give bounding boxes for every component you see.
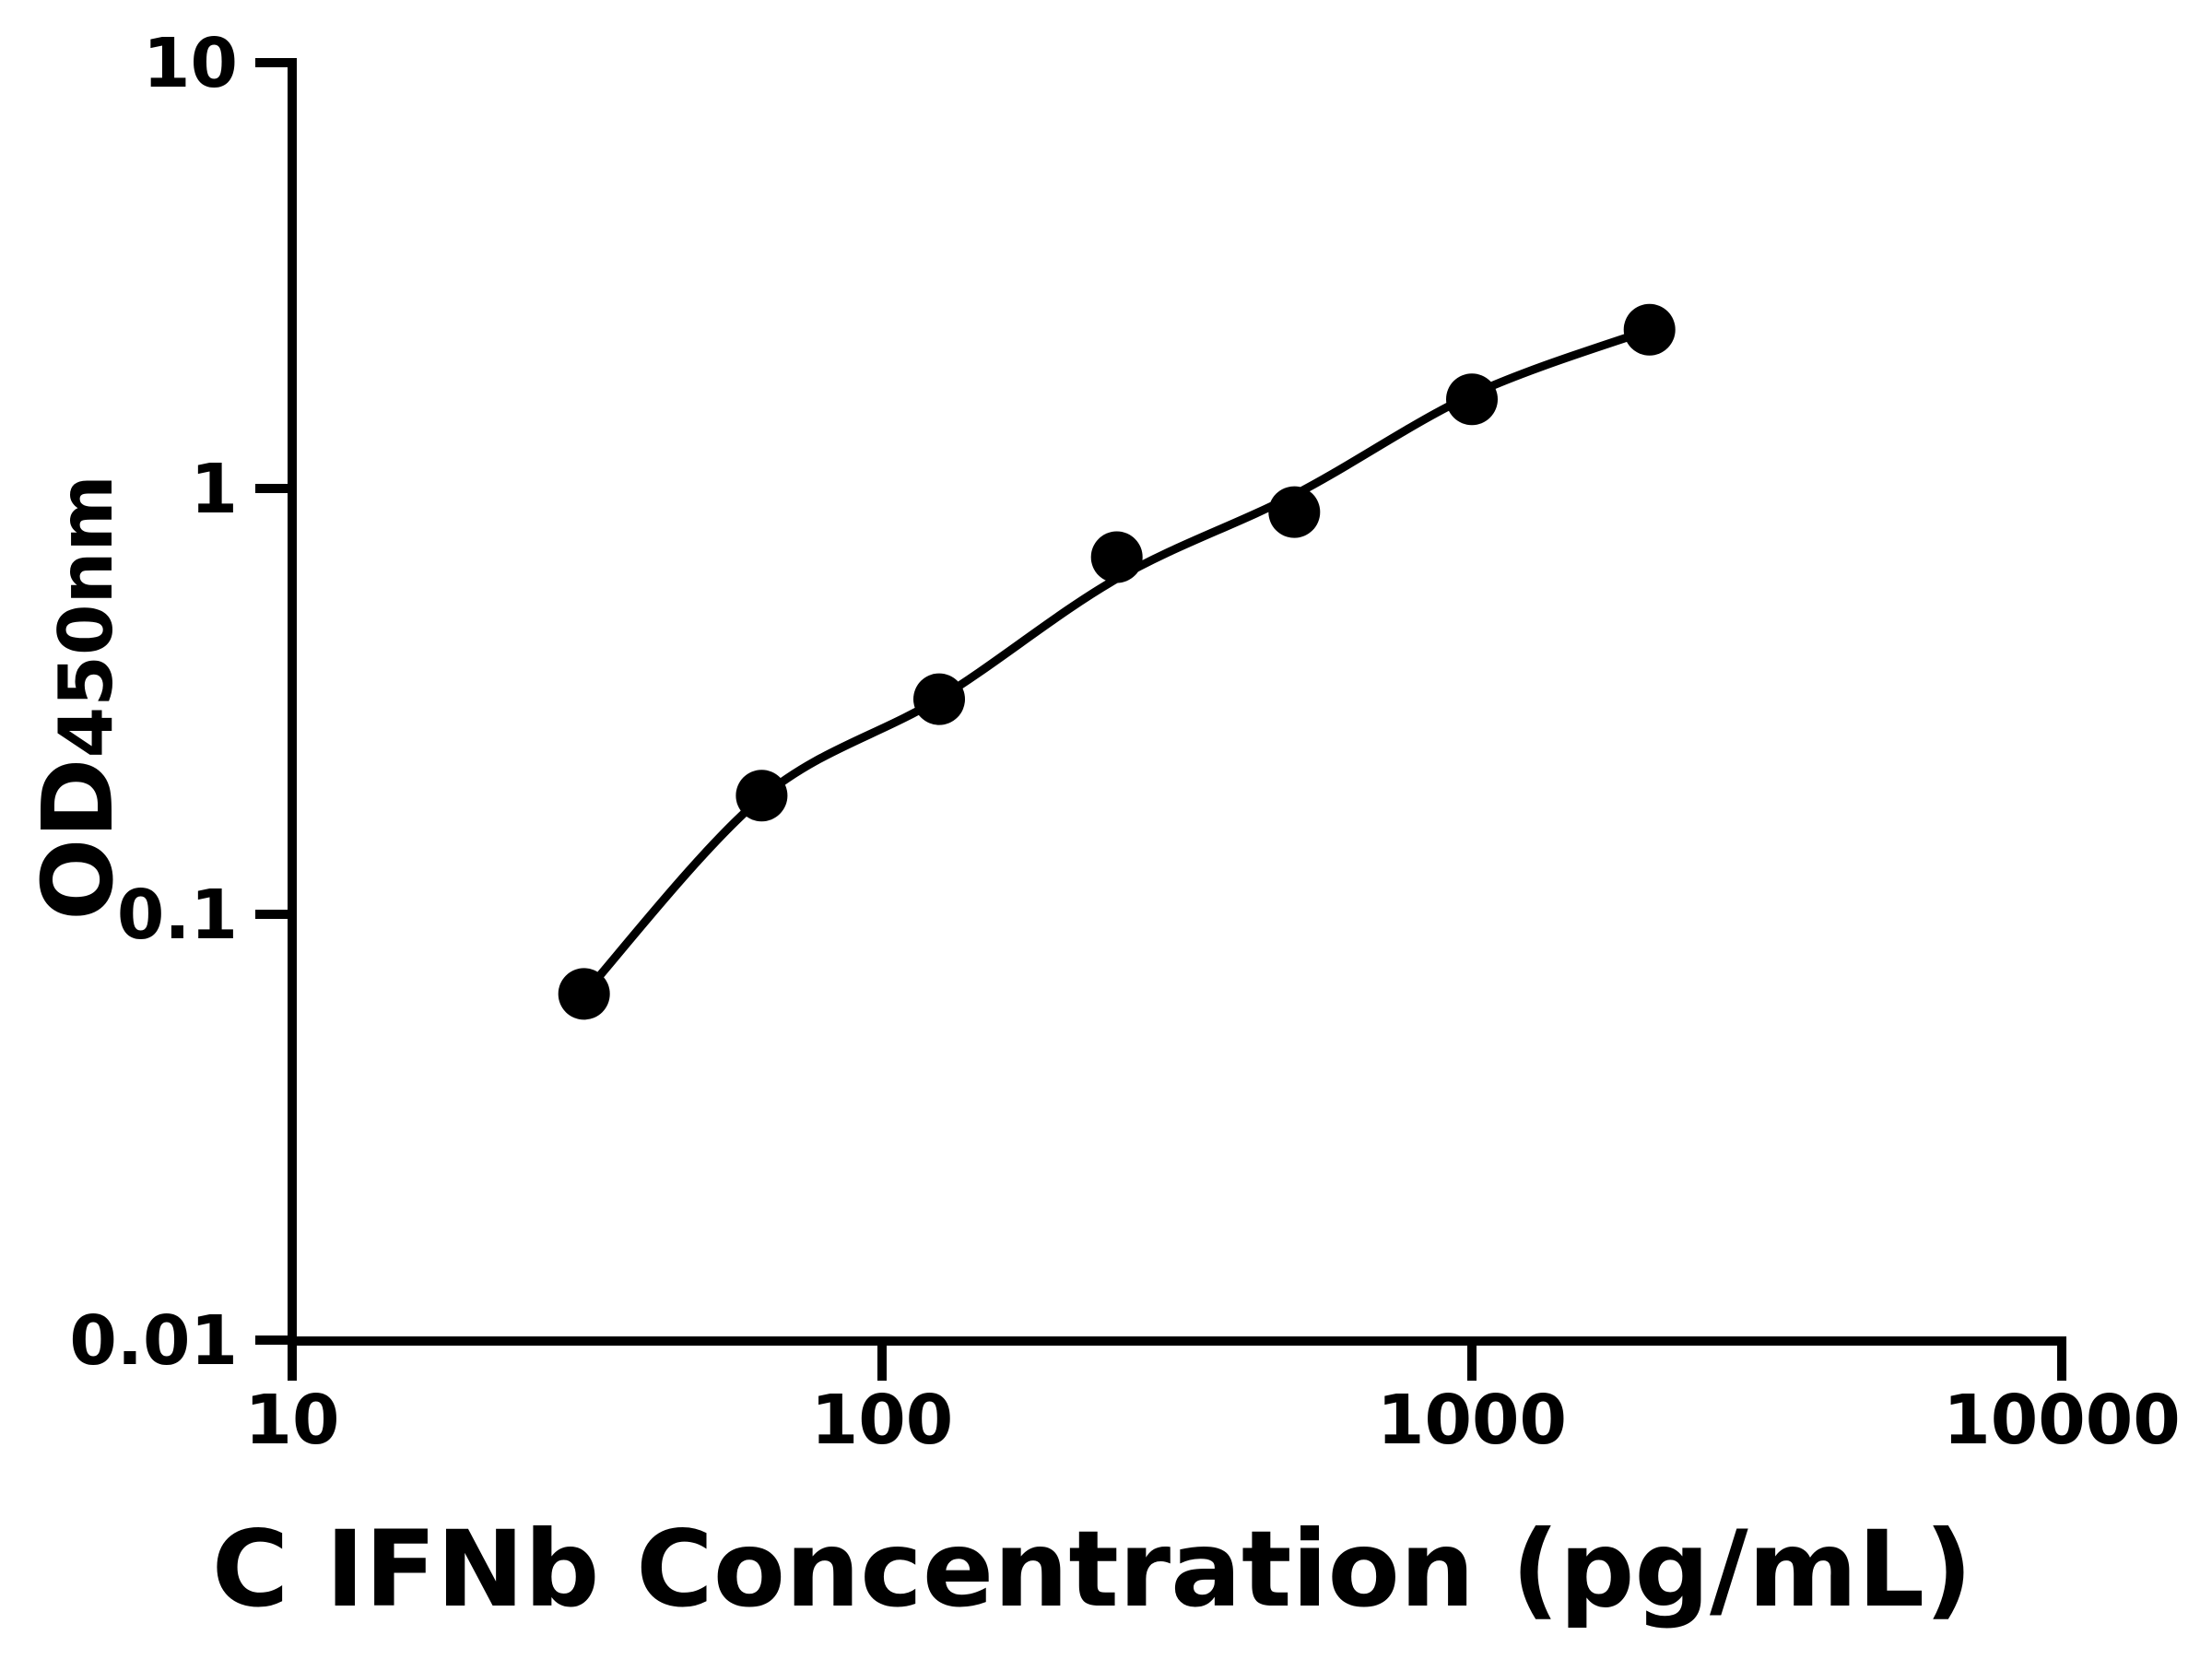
- tick-marks-group: [255, 58, 2066, 1381]
- x-tick-label-1000: 1000: [1377, 1381, 1567, 1460]
- y-axis-title-main: OD: [22, 758, 135, 920]
- x-tick-label-10: 10: [245, 1381, 340, 1460]
- fit-curve: [580, 325, 1654, 998]
- data-point-500: [1268, 486, 1321, 538]
- y-axis-title-sub: 450nm: [43, 475, 129, 758]
- fit-curve-group: [580, 325, 1654, 998]
- data-point-62.5: [735, 770, 788, 822]
- axes-lines: [288, 58, 2066, 1346]
- y-axis-title: OD450nm: [22, 475, 135, 921]
- x-tick-label-100: 100: [811, 1381, 953, 1460]
- y-tick-label-0.01: 0.01: [69, 1301, 238, 1381]
- x-tick-label-10000: 10000: [1943, 1381, 2180, 1460]
- y-tick-label-10: 10: [143, 24, 238, 103]
- y-tick-label-1: 1: [191, 450, 239, 529]
- data-point-1000: [1446, 373, 1498, 426]
- x-axis-title: C IFNb Concentration (pg/mL): [212, 1508, 1972, 1630]
- data-point-125: [913, 673, 965, 725]
- data-point-31.25: [558, 968, 610, 1020]
- y-tick-label-0.1: 0.1: [117, 876, 238, 955]
- data-points-group: [558, 303, 1676, 1020]
- data-point-2000: [1623, 303, 1676, 356]
- data-point-250: [1090, 531, 1143, 583]
